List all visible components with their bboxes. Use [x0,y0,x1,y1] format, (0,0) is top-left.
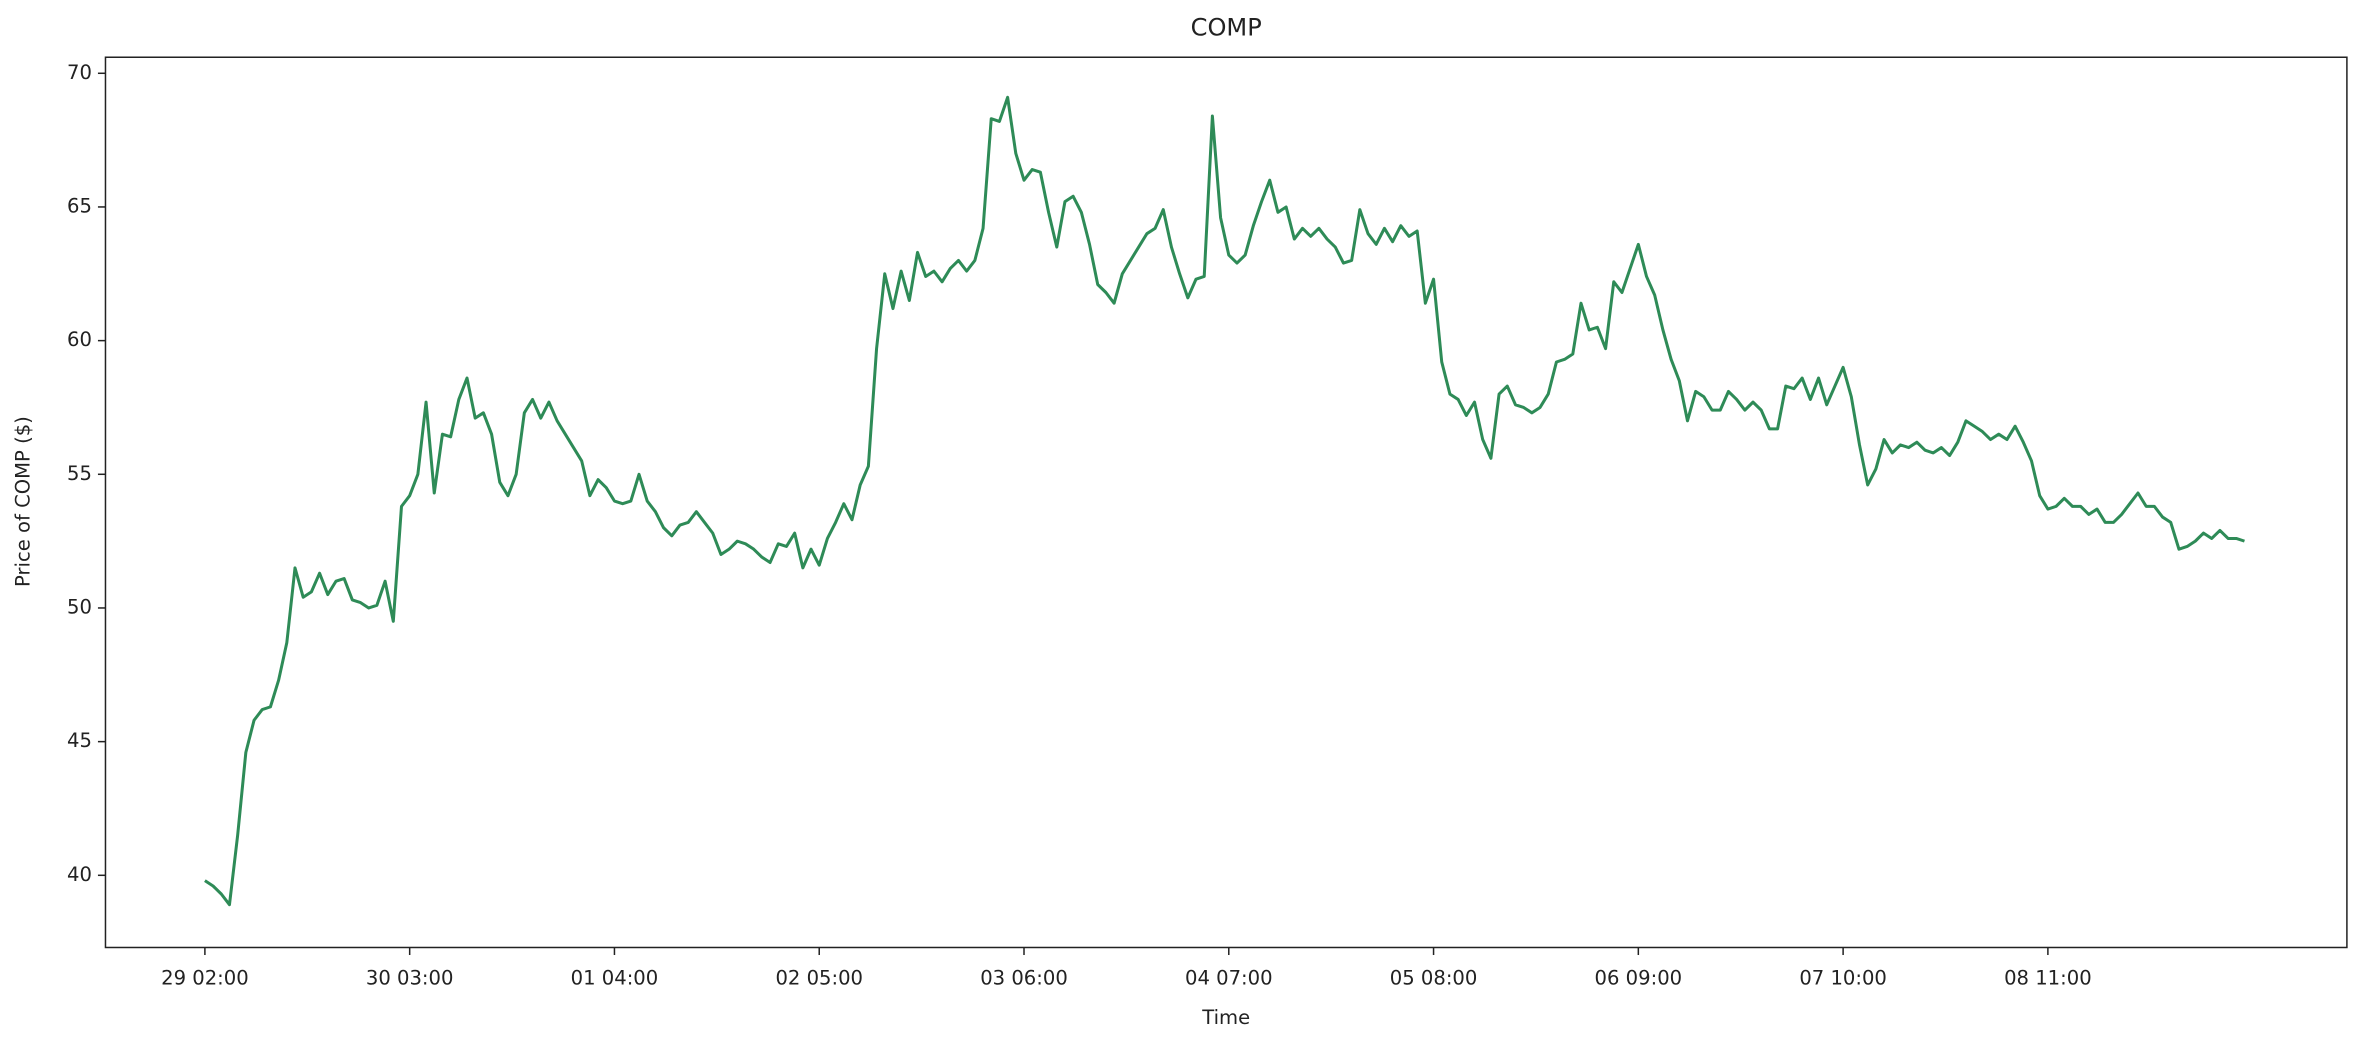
x-tick-label: 30 03:00 [366,967,454,990]
x-tick-label: 08 11:00 [2004,967,2092,990]
x-tick-label: 03 06:00 [980,967,1068,990]
x-tick-label: 07 10:00 [1799,967,1887,990]
plot-frame [104,56,2348,949]
y-axis-label: Price of COMP ($) [12,416,35,587]
y-tick-label: 45 [67,729,92,752]
y-tick-label: 65 [67,194,92,217]
x-tick-label: 02 05:00 [775,967,863,990]
y-tick-label: 40 [67,863,92,886]
price-line [204,95,2245,907]
chart-title: COMP [1191,14,1262,42]
y-tick-label: 50 [67,595,92,618]
x-tick-label: 01 04:00 [571,967,659,990]
x-tick-label: 05 08:00 [1390,967,1478,990]
y-tick-label: 70 [67,61,92,84]
x-tick-label: 04 07:00 [1185,967,1273,990]
x-tick-label: 06 09:00 [1595,967,1683,990]
y-tick-label: 55 [67,462,92,485]
x-axis-label: Time [1201,1006,1250,1029]
x-tick-label: 29 02:00 [161,967,249,990]
y-tick-label: 60 [67,328,92,351]
